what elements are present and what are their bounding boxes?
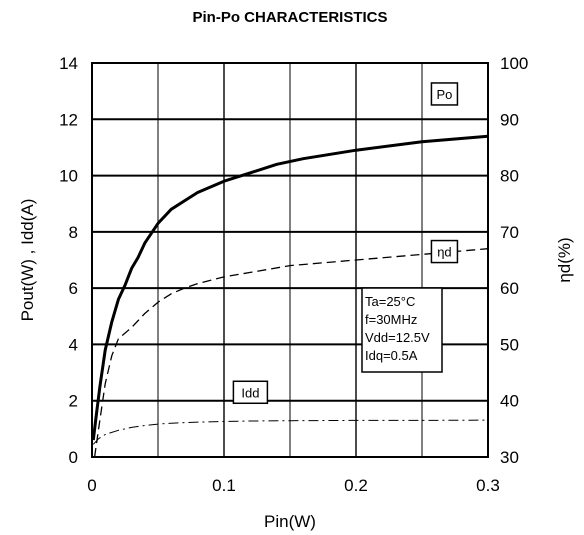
y2-tick-label: 80: [500, 167, 519, 186]
x-tick-label: 0: [87, 476, 96, 495]
series-label-box: [232, 380, 269, 405]
series-line: [92, 419, 489, 445]
y-tick-label: 10: [59, 167, 78, 186]
x-tick-labels: 0 0.1 0.2 0.3: [87, 476, 500, 495]
series-label-box: [430, 82, 459, 106]
y-tick-label: 8: [69, 223, 78, 242]
x-tick-label: 0.2: [344, 476, 368, 495]
series-label-box: [430, 239, 459, 264]
y2-tick-label: 70: [500, 223, 519, 242]
y-tick-label: 6: [69, 279, 78, 298]
conditions-frame: [361, 287, 443, 373]
series-label-text: ηd: [437, 245, 451, 260]
series-label-text: Idd: [241, 385, 259, 400]
x-tick-label: 0.3: [476, 476, 500, 495]
series-line: [91, 134, 489, 441]
x-tick-label: 0.1: [212, 476, 236, 495]
y2-axis-label: ηd(%): [555, 237, 574, 282]
y2-tick-label: 60: [500, 279, 519, 298]
y2-tick-label: 100: [500, 54, 528, 73]
plot-frame: [91, 62, 489, 458]
condition-line: Idq=0.5A: [365, 348, 418, 363]
y-tick-label: 14: [59, 54, 78, 73]
condition-line: Vdd=12.5V: [365, 330, 430, 345]
y-tick-label: 0: [69, 448, 78, 467]
y2-tick-label: 50: [500, 335, 519, 354]
y-tick-label: 12: [59, 110, 78, 129]
condition-line: f=30MHz: [365, 312, 417, 327]
series-layer: [91, 134, 489, 458]
series-label-text: Po: [436, 87, 452, 102]
y2-tick-label: 90: [500, 110, 519, 129]
x-axis-label: Pin(W): [264, 512, 316, 531]
y-axis-label: Pout(W) , Idd(A): [18, 199, 37, 322]
y-tick-label: 4: [69, 335, 78, 354]
y-tick-label: 2: [69, 392, 78, 411]
condition-line: Ta=25°C: [365, 294, 415, 309]
y2-tick-label: 40: [500, 392, 519, 411]
y-tick-labels: 0 2 4 6 8 10 12 14: [59, 54, 78, 467]
series-labels: Po ηd Idd: [232, 82, 459, 405]
chart-title: Pin-Po CHARACTERISTICS: [193, 9, 388, 26]
conditions-box: Ta=25°C f=30MHz Vdd=12.5V Idq=0.5A: [361, 287, 443, 373]
series-line: [93, 248, 489, 458]
y2-tick-labels: 30 40 50 60 70 80 90 100: [500, 54, 528, 467]
y2-tick-label: 30: [500, 448, 519, 467]
grid: [92, 63, 488, 457]
